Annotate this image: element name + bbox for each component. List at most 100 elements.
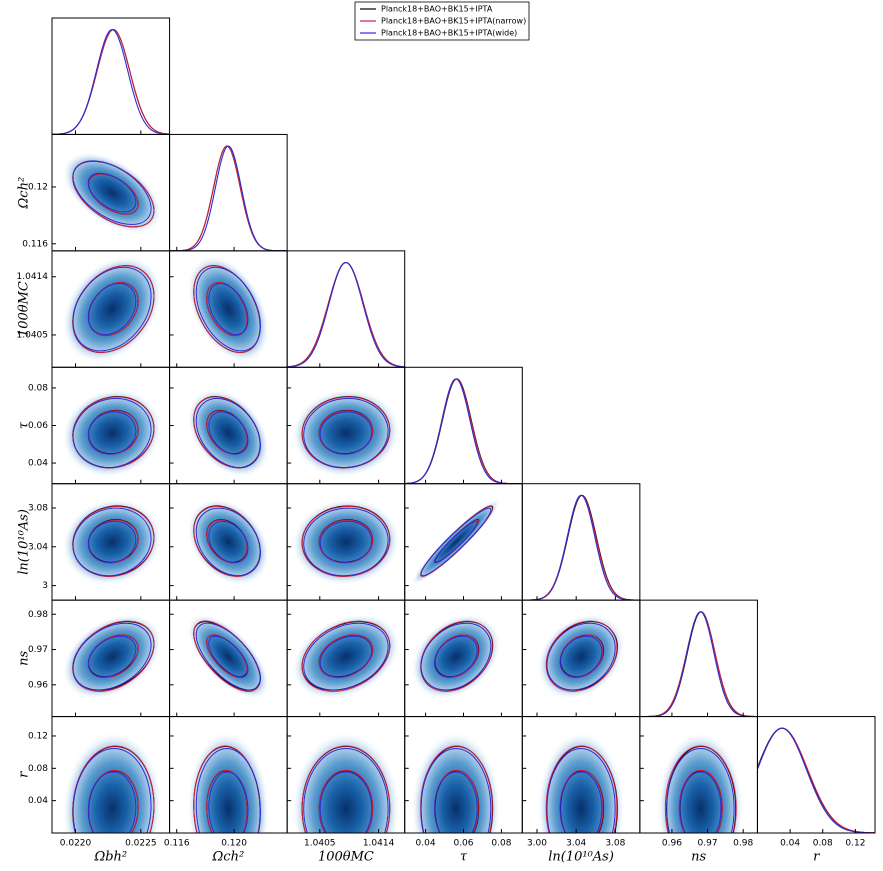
density-shade	[61, 151, 163, 234]
contour-95	[545, 745, 618, 833]
marginal-curve	[639, 611, 758, 717]
contour-95	[666, 747, 735, 833]
y-axis-label: Ωch²	[17, 177, 32, 210]
panel	[411, 498, 501, 586]
contour-95	[72, 160, 152, 225]
panel	[291, 498, 401, 586]
panel-frame	[51, 17, 171, 135]
contour-95	[195, 507, 261, 577]
density-shade	[411, 731, 501, 833]
contour-95	[195, 622, 261, 691]
x-tick-label: 0.97	[698, 839, 718, 849]
contour-68	[87, 771, 137, 833]
panel	[657, 731, 744, 833]
x-axis-label: r	[813, 850, 820, 865]
x-tick-label: 0.04	[780, 839, 800, 849]
contour-95	[303, 507, 389, 577]
panel	[61, 498, 163, 586]
panel	[291, 388, 401, 478]
marginal-curve	[639, 611, 758, 717]
x-tick-label: 0.120	[221, 839, 247, 849]
x-tick-label: 0.96	[662, 839, 682, 849]
contour-95	[301, 745, 391, 833]
contour-95	[72, 507, 152, 577]
contour-68	[208, 771, 249, 833]
panel	[291, 731, 401, 833]
panel	[537, 613, 625, 700]
marginal-curve	[522, 494, 640, 601]
density-shade	[61, 613, 163, 700]
contour-68	[206, 769, 248, 833]
y-axis-label: τ	[17, 421, 32, 429]
contour-95	[72, 266, 152, 352]
y-tick-label: 0.08	[28, 764, 48, 774]
panel	[291, 613, 401, 700]
density-shade	[187, 613, 270, 700]
y-axis-label: 100θMC	[17, 281, 32, 337]
contour-68	[208, 520, 249, 564]
contour-68	[87, 520, 137, 564]
contour-68	[318, 634, 374, 679]
y-tick-label: 0.04	[28, 459, 48, 469]
density-shade	[657, 731, 744, 833]
x-tick-label: 3.00	[527, 839, 547, 849]
panel	[61, 613, 163, 700]
density-shade	[61, 498, 163, 586]
panel-frame	[756, 716, 876, 834]
x-axis-label: Ωch²	[212, 850, 245, 865]
contour-95	[303, 622, 389, 691]
panel-frame	[286, 250, 406, 368]
density-shade	[411, 613, 501, 700]
y-tick-label: 3.08	[28, 503, 48, 513]
contour-68	[559, 771, 603, 833]
contour-68	[319, 635, 373, 678]
panel	[61, 731, 163, 833]
marginal-curve	[522, 494, 640, 601]
contour-95	[301, 620, 391, 692]
x-axis-label: ln(10¹⁰As)	[548, 850, 614, 865]
legend-box	[354, 1, 530, 41]
y-axis-label: ln(10¹⁰As)	[17, 509, 32, 575]
contour-95	[72, 747, 152, 833]
x-tick-label: 0.06	[453, 839, 473, 849]
contour-95	[546, 747, 616, 833]
panel	[537, 731, 625, 833]
y-tick-label: 0.08	[28, 383, 48, 393]
x-tick-label: 0.116	[164, 839, 190, 849]
density-shade	[187, 388, 270, 478]
contour-95	[195, 266, 261, 352]
contour-68	[679, 771, 722, 833]
density-shade	[291, 731, 401, 833]
x-axis-label: Ωbh²	[93, 850, 127, 865]
x-tick-label: 3.08	[605, 839, 625, 849]
x-tick-label: 0.98	[733, 839, 753, 849]
contour-68	[87, 411, 137, 455]
marginal-curve	[52, 29, 170, 135]
y-tick-label: 1.0405	[17, 330, 49, 340]
x-tick-label: 0.0225	[125, 839, 157, 849]
panel-frame	[639, 599, 758, 718]
contour-95	[420, 622, 492, 691]
panel	[61, 255, 163, 363]
y-axis-label: r	[17, 771, 32, 778]
panel	[52, 29, 170, 135]
contour-68	[319, 520, 373, 564]
y-tick-label: 0.04	[28, 796, 48, 806]
panel	[187, 255, 270, 363]
contour-68	[559, 635, 603, 678]
legend-label: Planck18+BAO+BK15+IPTA(wide)	[381, 29, 517, 38]
density-shade	[291, 388, 401, 478]
density-shade	[537, 613, 625, 700]
contour-68	[434, 520, 478, 564]
contour-95	[72, 620, 155, 692]
density-shade	[187, 255, 270, 363]
x-tick-label: 0.08	[813, 839, 833, 849]
y-axis-label: ns	[17, 651, 32, 666]
y-tick-label: 3	[42, 581, 48, 591]
y-tick-label: 0.12	[28, 182, 48, 192]
y-tick-label: 0.98	[28, 610, 48, 620]
panel	[187, 731, 270, 833]
y-tick-label: 0.06	[28, 421, 48, 431]
marginal-curve	[169, 145, 288, 251]
